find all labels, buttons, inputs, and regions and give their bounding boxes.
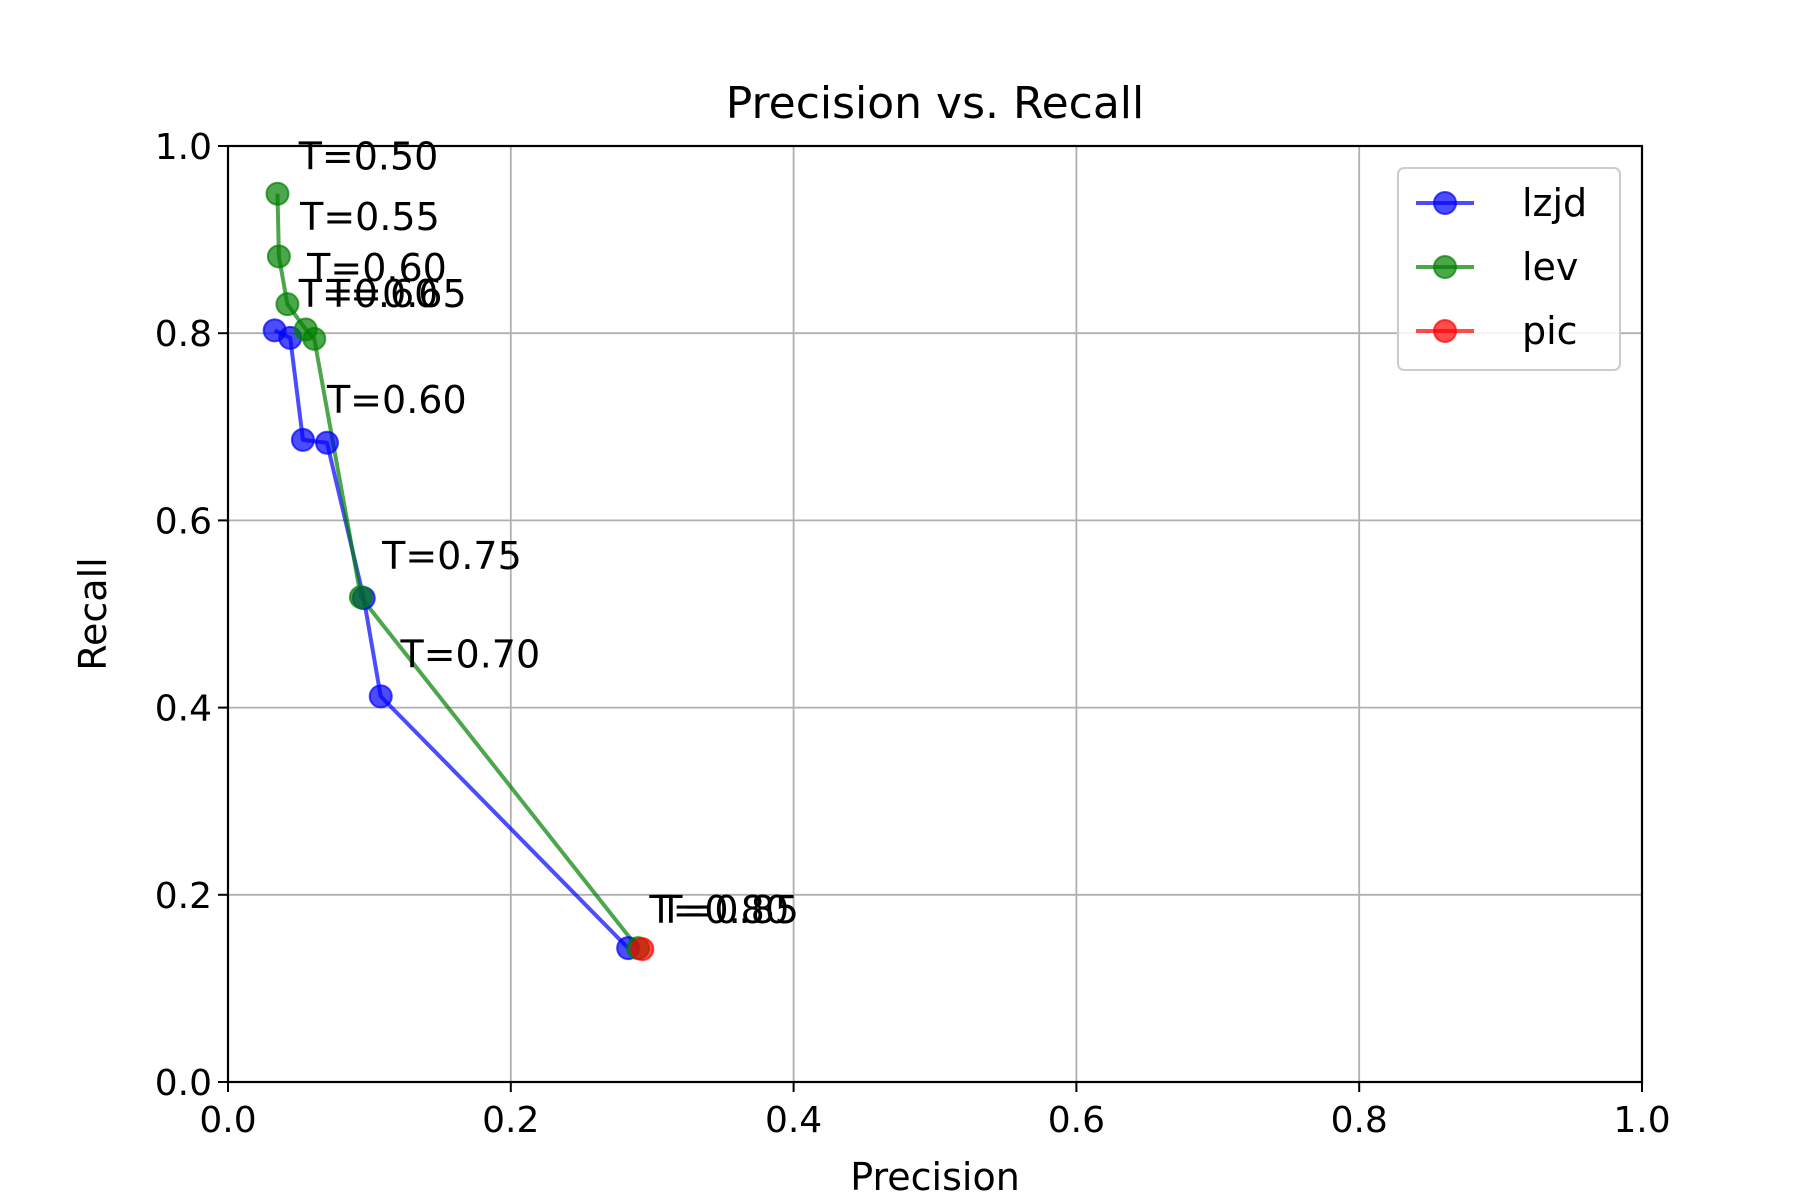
- point-lev: [348, 585, 373, 610]
- x-tick-label: 0.8: [1331, 1100, 1388, 1141]
- chart-title: Precision vs. Recall: [726, 78, 1145, 129]
- y-tick-label: 0.2: [155, 876, 212, 917]
- legend-marker-lev: [1433, 255, 1457, 279]
- point-lev: [302, 326, 327, 351]
- y-tick-label: 0.8: [155, 314, 212, 355]
- legend: lzjd lev pic: [1397, 167, 1621, 371]
- y-axis-ticks: 0.0 0.2 0.4 0.6 0.8 1.0: [155, 127, 228, 1104]
- x-tick-label: 0.6: [1048, 1100, 1105, 1141]
- point-annotations: T=0.50T=0.55T=0.60T=0.65T=0.60T=0.60T=0.…: [298, 134, 799, 931]
- annotation-label: T=0.60: [298, 272, 439, 316]
- point-pic: [630, 937, 655, 962]
- x-axis-ticks: 0.0 0.2 0.4 0.6 0.8 1.0: [199, 1082, 1671, 1141]
- x-axis-label: Precision: [850, 1155, 1020, 1199]
- y-tick-label: 0.6: [155, 501, 212, 542]
- legend-entries: lzjd lev pic: [1416, 181, 1587, 353]
- legend-marker-lzjd: [1433, 191, 1457, 215]
- point-lzjd: [368, 684, 393, 709]
- point-lzjd: [290, 427, 315, 452]
- point-lev: [275, 292, 300, 317]
- legend-frame: [1397, 167, 1621, 371]
- plot-frame: [226, 144, 1644, 1084]
- annotation-label: T=0.85: [658, 888, 799, 932]
- point-lev: [266, 244, 291, 269]
- y-tick-label: 0.0: [155, 1063, 212, 1104]
- x-tick-label: 0.2: [482, 1100, 539, 1141]
- annotation-label: T=0.50: [298, 134, 439, 178]
- point-lzjd: [314, 430, 339, 455]
- series-points: [262, 181, 655, 962]
- legend-label: lzjd: [1522, 181, 1587, 225]
- legend-label: lev: [1522, 245, 1578, 289]
- legend-marker-pic: [1433, 319, 1457, 343]
- y-axis-label: Recall: [71, 557, 115, 670]
- y-tick-label: 0.4: [155, 689, 212, 730]
- annotation-label: T=0.60: [326, 378, 467, 422]
- annotation-label: T=0.60: [306, 246, 447, 290]
- x-tick-label: 0.0: [199, 1100, 256, 1141]
- x-tick-label: 1.0: [1613, 1100, 1670, 1141]
- legend-label: pic: [1522, 309, 1578, 353]
- annotation-label: T=0.55: [299, 195, 440, 239]
- annotation-label: T=0.75: [381, 534, 522, 578]
- x-tick-label: 0.4: [765, 1100, 822, 1141]
- point-lev: [265, 181, 290, 206]
- annotation-label: T=0.65: [326, 272, 467, 316]
- annotation-label: T=0.70: [400, 632, 541, 676]
- annotation-label: T=0.80: [648, 888, 789, 932]
- y-tick-label: 1.0: [155, 127, 212, 168]
